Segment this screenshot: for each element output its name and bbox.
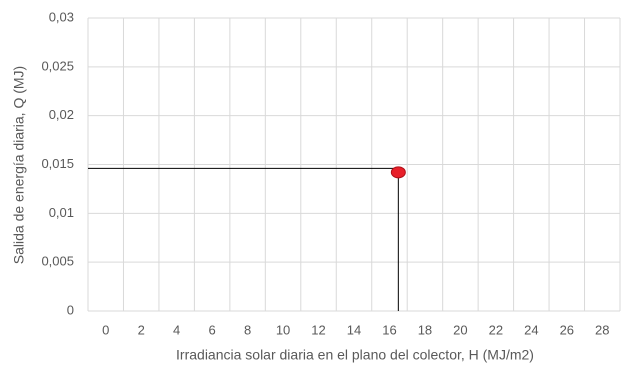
x-tick-label: 16 (382, 322, 396, 337)
x-tick-label: 8 (244, 322, 251, 337)
x-tick-label: 0 (102, 322, 109, 337)
y-axis-label: Salida de energía diaria, Q (MJ) (11, 66, 27, 264)
y-tick-label: 0,03 (49, 9, 74, 24)
y-tick-label: 0,025 (41, 58, 74, 73)
y-tick-label: 0 (67, 302, 74, 317)
x-tick-label: 12 (311, 322, 325, 337)
y-tick-label: 0,02 (49, 107, 74, 122)
x-tick-label: 6 (209, 322, 216, 337)
x-tick-label: 24 (524, 322, 538, 337)
y-tick-label: 0,015 (41, 156, 74, 171)
y-tick-label: 0,01 (49, 205, 74, 220)
x-tick-label: 4 (173, 322, 180, 337)
y-tick-label: 0,005 (41, 254, 74, 269)
point (390, 166, 406, 179)
x-axis-label: Irradiancia solar diaria en el plano del… (176, 347, 534, 363)
x-tick-label: 2 (138, 322, 145, 337)
x-tick-label: 18 (418, 322, 432, 337)
x-tick-label: 10 (276, 322, 290, 337)
x-tick-label: 20 (453, 322, 467, 337)
x-tick-label: 28 (595, 322, 609, 337)
x-tick-label: 14 (347, 322, 361, 337)
x-tick-label: 26 (560, 322, 574, 337)
x-tick-label: 22 (489, 322, 503, 337)
